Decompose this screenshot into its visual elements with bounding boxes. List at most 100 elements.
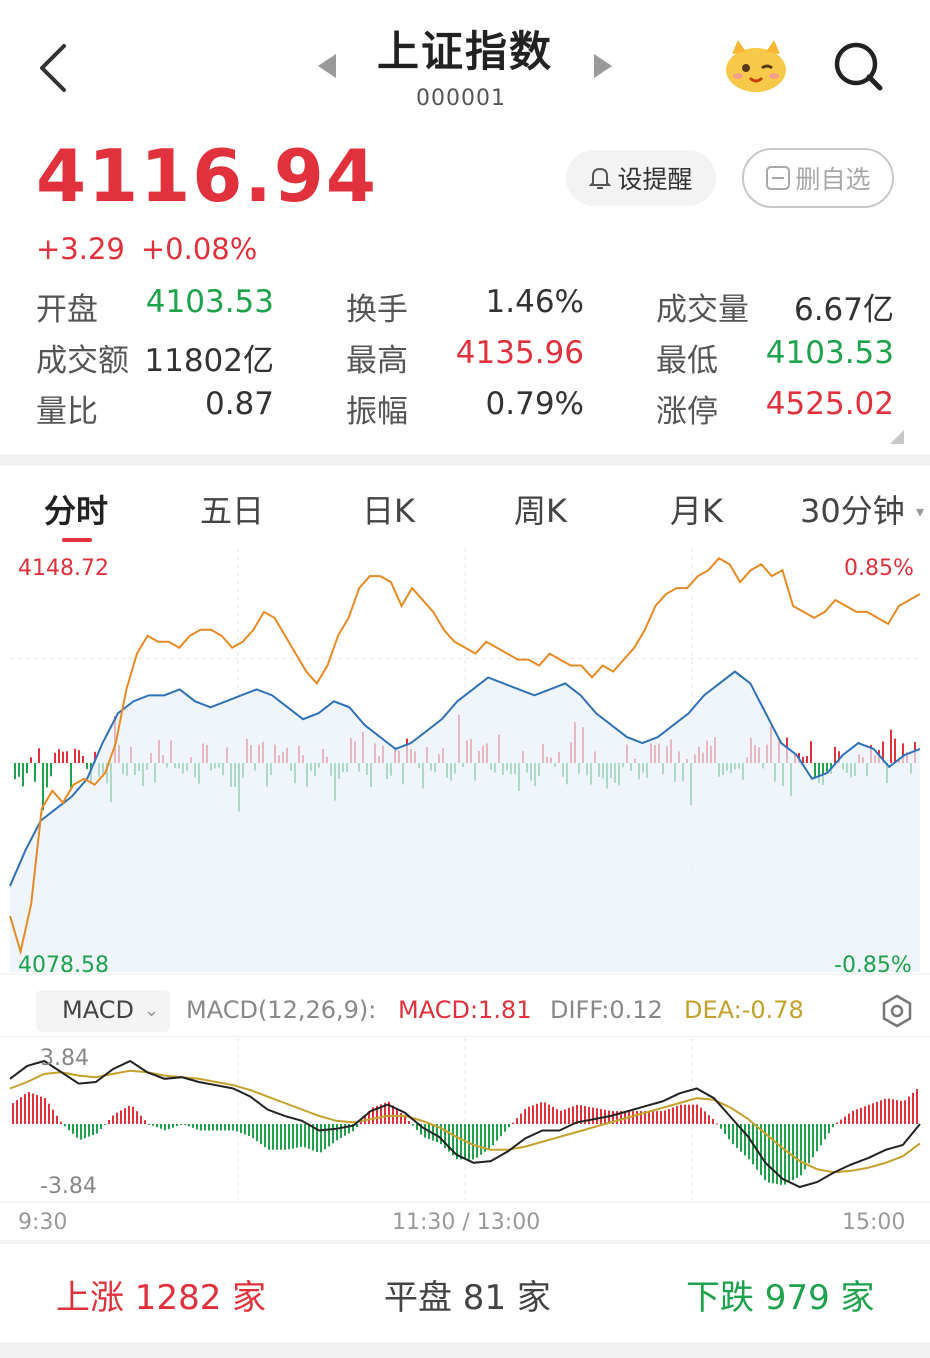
macd-histogram-bar [804,1124,806,1170]
macd-histogram-bar [648,1111,650,1124]
macd-histogram-bar [460,1124,462,1160]
macd-histogram-bar [472,1124,474,1160]
macd-chart[interactable] [0,1036,930,1206]
mascot-icon[interactable] [722,36,790,94]
set-alert-button[interactable]: 设提醒 [566,150,716,206]
chevron-down-icon[interactable]: ▾ [916,502,925,521]
stat-value: 4525.02 [765,386,894,422]
macd-histogram-bar [476,1124,478,1158]
tab-five-day[interactable]: 五日 [200,492,265,530]
settings-icon[interactable] [880,994,914,1028]
macd-histogram-bar [740,1124,742,1152]
chart-period-tabs: 分时 五日 日K 周K 月K 30分钟 ▾ [0,470,930,542]
macd-histogram-bar [736,1124,738,1148]
macd-histogram-bar [444,1124,446,1148]
back-arrow-icon[interactable] [34,40,74,96]
next-index-icon[interactable] [594,54,612,78]
volume-bar [30,757,32,763]
macd-histogram-bar [548,1104,550,1124]
macd-histogram-bar [108,1119,110,1124]
macd-histogram-bar [808,1124,810,1164]
macd-histogram-bar [168,1124,170,1130]
macd-y-max-label: 3.84 [40,1046,89,1071]
macd-histogram-bar [612,1111,614,1124]
macd-histogram-bar [120,1110,122,1124]
macd-histogram-bar [220,1124,222,1131]
macd-histogram-bar [160,1124,162,1129]
macd-histogram-bar [348,1124,350,1134]
price-change: +3.29 +0.08% [36,232,273,266]
volume-bar [58,749,60,763]
volume-bar [814,763,816,779]
volume-bar [22,763,24,787]
intraday-chart[interactable] [0,544,930,984]
previous-index-icon[interactable] [318,54,336,78]
macd-histogram-bar [720,1124,722,1129]
macd-histogram-bar [532,1105,534,1124]
macd-histogram-bar [852,1110,854,1124]
advancers-count: 上涨 1282 家 [56,1278,267,1318]
macd-histogram-bar [92,1124,94,1136]
macd-histogram-bar [304,1124,306,1148]
tab-weekly-k[interactable]: 周K [514,492,567,530]
macd-histogram-bar [760,1124,762,1175]
macd-value: MACD:1.81 [398,996,532,1024]
macd-histogram-bar [68,1124,70,1131]
stat-label: 开盘 [36,292,98,328]
macd-histogram-bar [908,1096,910,1124]
macd-histogram-bar [116,1112,118,1124]
macd-histogram-bar [704,1111,706,1124]
macd-histogram-bar [868,1104,870,1124]
macd-histogram-bar [556,1109,558,1124]
macd-histogram-bar [184,1124,186,1125]
macd-histogram-bar [12,1103,14,1124]
macd-histogram-bar [552,1106,554,1124]
macd-histogram-bar [176,1124,178,1127]
tab-intraday[interactable]: 分时 [44,492,109,530]
macd-histogram-bar [520,1113,522,1124]
market-breadth: 上涨 1282 家 平盘 81 家 下跌 979 家 [0,1244,930,1340]
macd-histogram-bar [620,1111,622,1124]
macd-histogram-bar [840,1119,842,1124]
section-divider [0,1240,930,1244]
macd-histogram-bar [664,1110,666,1124]
macd-histogram-bar [420,1124,422,1135]
remove-watchlist-button[interactable]: 删自选 [742,148,894,208]
macd-histogram-bar [892,1099,894,1124]
macd-histogram-bar [48,1103,50,1124]
macd-histogram-bar [148,1124,150,1125]
macd-histogram-bar [792,1124,794,1181]
stat-value: 4135.96 [455,335,584,371]
macd-histogram-bar [732,1124,734,1145]
expand-corner-icon[interactable] [890,430,904,444]
time-mid-label: 11:30 / 13:00 [392,1210,541,1235]
macd-histogram-bar [528,1106,530,1124]
tab-30min[interactable]: 30分钟 [800,492,905,530]
macd-histogram-bar [796,1124,798,1178]
macd-histogram-bar [824,1124,826,1140]
indicator-selector[interactable] [36,990,170,1032]
macd-histogram-bar [644,1111,646,1124]
macd-histogram-bar [636,1111,638,1124]
volume-bar [38,748,40,763]
macd-histogram-bar [84,1124,86,1139]
macd-histogram-bar [768,1124,770,1183]
macd-histogram-bar [756,1124,758,1170]
volume-bar [62,751,64,763]
macd-histogram-bar [236,1124,238,1132]
search-icon[interactable] [832,40,886,94]
macd-histogram-bar [284,1124,286,1150]
tab-daily-k[interactable]: 日K [362,492,415,530]
macd-histogram-bar [316,1124,318,1152]
macd-histogram-bar [320,1124,322,1153]
tab-monthly-k[interactable]: 月K [670,492,723,530]
macd-histogram-bar [512,1122,514,1124]
macd-histogram-bar [252,1124,254,1139]
stat-label: 成交额 [36,343,129,379]
macd-histogram-bar [140,1115,142,1124]
macd-histogram-bar [880,1100,882,1124]
macd-histogram-bar [88,1124,90,1137]
volume-bar [82,756,84,763]
macd-histogram-bar [260,1124,262,1145]
macd-histogram-bar [248,1124,250,1137]
